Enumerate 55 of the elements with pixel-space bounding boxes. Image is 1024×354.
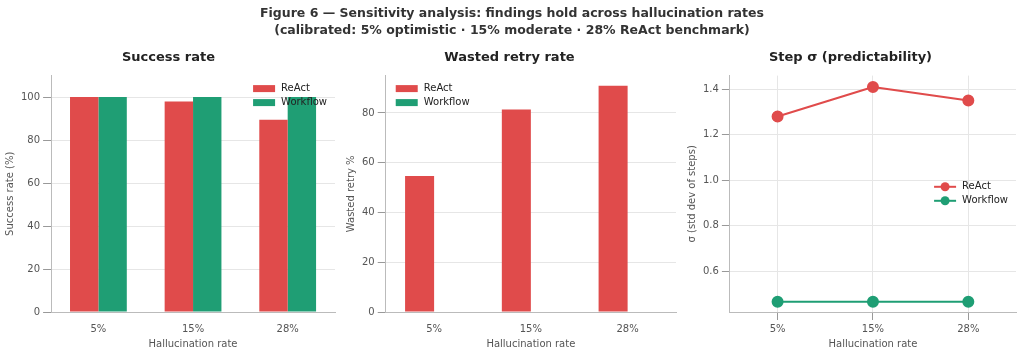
y-tick-label: 1.4 (703, 82, 719, 94)
y-tick-label: 0 (368, 305, 375, 317)
y-tick-label: 40 (361, 206, 375, 218)
y-tick-label: 80 (27, 133, 41, 145)
chart-title: Step σ (predictability) (768, 49, 933, 65)
bar (193, 97, 222, 312)
y-tick-label: 0.6 (703, 264, 719, 276)
x-tick-label: 28% (616, 322, 639, 334)
text: (calibrated: 5% optimistic · 15% moderate · 28% ReAct benchmark) (273, 21, 751, 38)
x-axis-title: Hallucination rate (486, 337, 576, 349)
point (771, 110, 784, 123)
y-tick-label: 0.8 (703, 219, 719, 231)
caption: Figure 6 — Sensitivity analysis: findings hold across hallucination rates (259, 4, 765, 21)
bar (598, 85, 628, 312)
x-tick-label: 15% (181, 322, 205, 334)
y-tick-label: 20 (361, 255, 375, 267)
x-axis-title: Hallucination rate (828, 337, 918, 349)
y-tick-label: 60 (27, 176, 41, 188)
y-axis-title: Success rate (%) (3, 151, 15, 236)
chart-title: Success rate (121, 49, 216, 65)
x-tick-label: 5% (90, 322, 107, 334)
y-axis-title: σ (std dev of steps) (685, 145, 697, 243)
x-tick-label: 28% (276, 322, 299, 334)
legend-label: ReAct (962, 180, 991, 192)
bar (259, 119, 288, 312)
y-tick-label: 1.2 (703, 128, 719, 140)
y-tick-label: 100 (20, 90, 41, 102)
bar (405, 175, 435, 312)
y-tick-label: 0 (33, 305, 41, 317)
legend-label: Workflow (962, 194, 1008, 206)
y-tick-label: 40 (27, 219, 41, 231)
legend-label: ReAct (423, 82, 453, 94)
point (962, 94, 975, 107)
point (866, 80, 879, 93)
bar (70, 97, 99, 312)
y-tick-label: 1.0 (703, 173, 719, 185)
y-axis-title: Wasted retry % (344, 155, 356, 233)
x-tick-label: 28% (957, 322, 980, 334)
bar (501, 109, 531, 312)
point (771, 295, 784, 308)
legend-label: ReAct (281, 82, 310, 94)
y-tick-label: 60 (361, 156, 375, 168)
legend-label: Workflow (423, 96, 470, 108)
chart-title: Wasted retry rate (444, 49, 575, 65)
y-tick-label: 20 (27, 262, 41, 274)
x-tick-label: 5% (426, 322, 443, 334)
x-tick-label: 15% (861, 322, 885, 334)
bar (164, 101, 194, 312)
x-tick-label: 5% (769, 322, 786, 334)
point (866, 295, 879, 308)
x-tick-label: 15% (519, 322, 542, 334)
bar (98, 97, 127, 312)
point (962, 295, 975, 308)
y-tick-label: 80 (361, 106, 375, 118)
x-axis-title: Hallucination rate (148, 337, 238, 349)
